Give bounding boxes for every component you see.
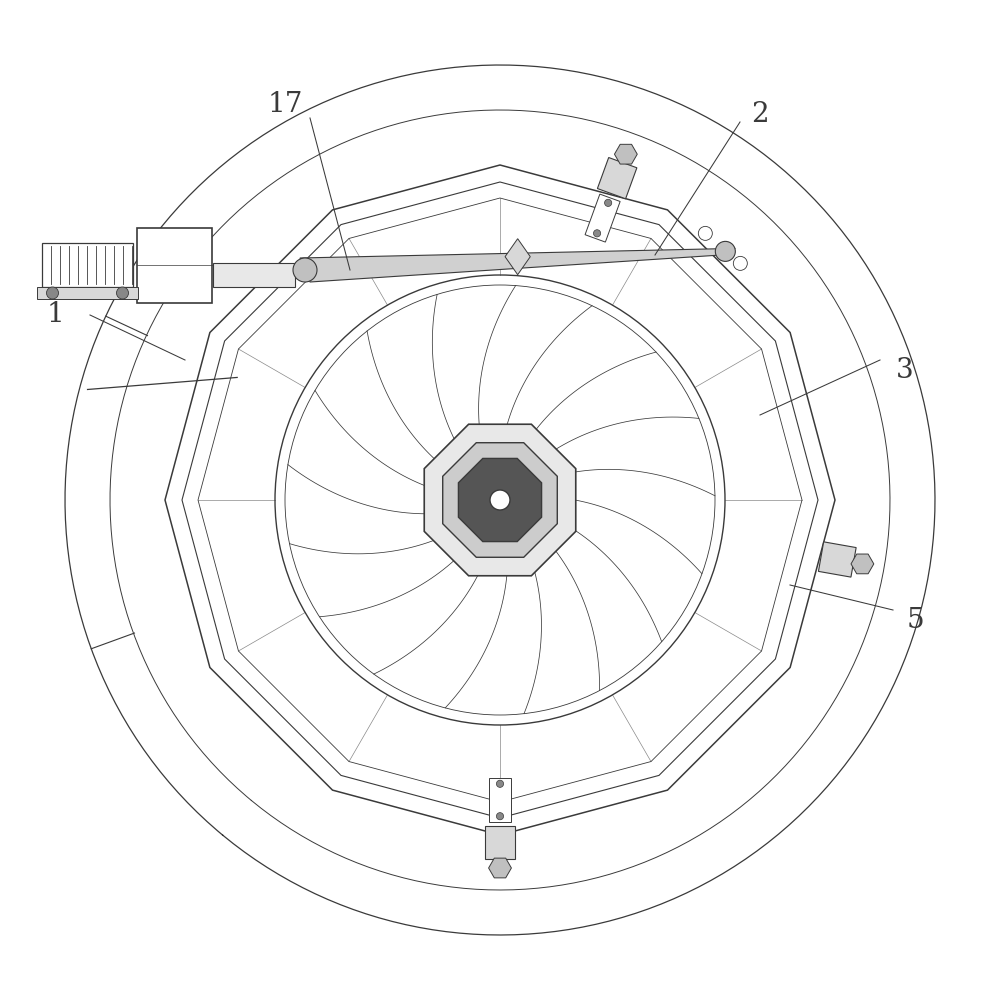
Polygon shape [614, 144, 637, 164]
Polygon shape [300, 248, 735, 282]
Polygon shape [597, 158, 637, 199]
Bar [42, 243, 132, 287]
Circle shape [593, 230, 601, 237]
Polygon shape [458, 458, 542, 542]
Text: 3: 3 [896, 357, 914, 383]
Circle shape [605, 199, 612, 206]
Polygon shape [585, 194, 620, 242]
Polygon shape [424, 424, 576, 576]
Circle shape [293, 258, 317, 282]
Bar [137, 228, 212, 302]
Polygon shape [505, 239, 530, 275]
Circle shape [733, 256, 747, 270]
Polygon shape [485, 826, 515, 859]
Circle shape [698, 226, 712, 240]
Text: 2: 2 [751, 102, 769, 128]
Polygon shape [851, 554, 874, 574]
Bar [212, 263, 295, 287]
Circle shape [496, 780, 504, 787]
Polygon shape [818, 542, 856, 577]
Bar [37, 287, 138, 299]
Text: 1: 1 [46, 302, 64, 328]
Text: 5: 5 [906, 606, 924, 634]
Circle shape [496, 813, 504, 820]
Polygon shape [443, 443, 557, 557]
Circle shape [715, 241, 735, 261]
Text: 17: 17 [267, 92, 303, 118]
Polygon shape [489, 778, 511, 822]
Circle shape [490, 490, 510, 510]
Circle shape [46, 287, 58, 299]
Circle shape [116, 287, 128, 299]
Polygon shape [489, 858, 511, 878]
